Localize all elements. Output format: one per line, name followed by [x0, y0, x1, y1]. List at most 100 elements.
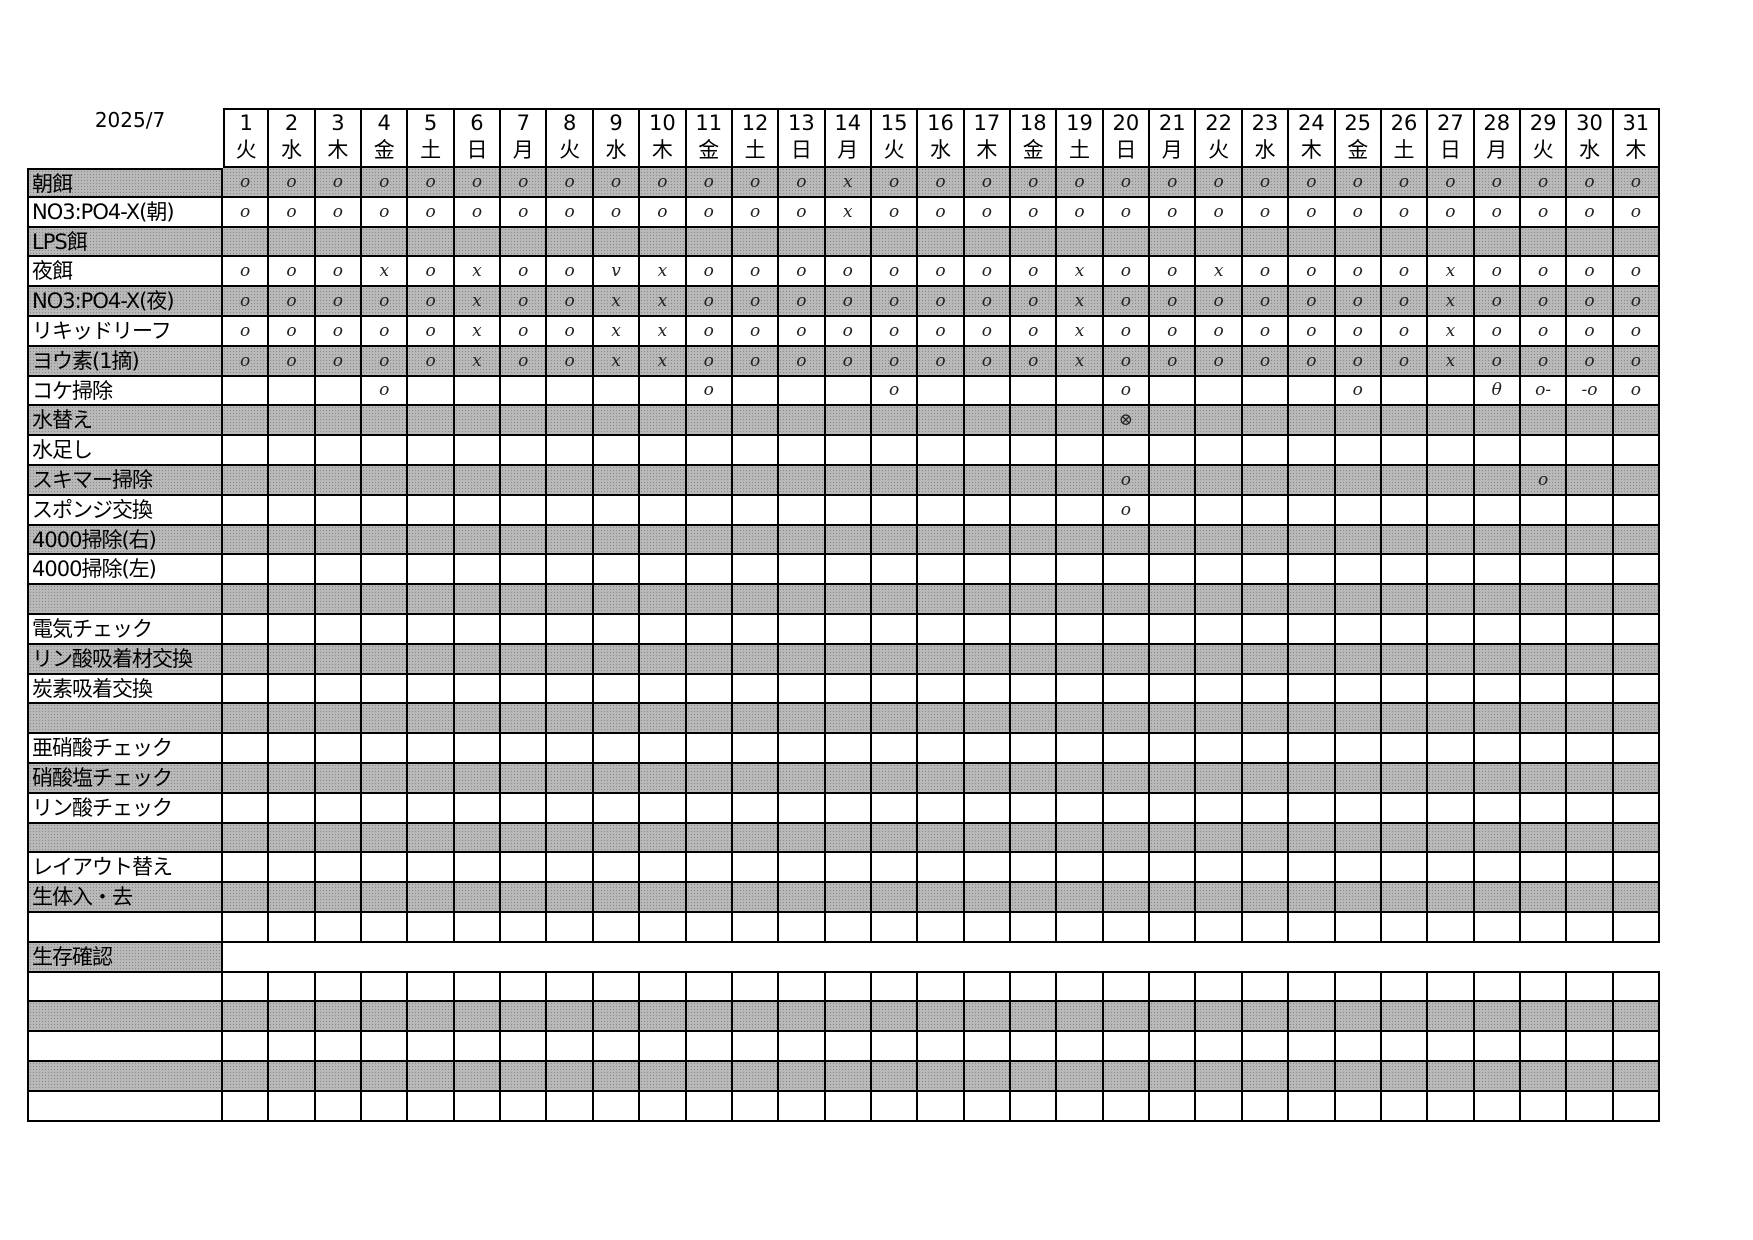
check-cell[interactable]	[871, 1062, 919, 1092]
check-cell[interactable]	[964, 823, 1012, 854]
check-cell[interactable]: o	[1567, 346, 1614, 377]
check-cell[interactable]	[964, 555, 1012, 586]
check-cell[interactable]	[1428, 1091, 1475, 1122]
check-cell[interactable]	[1428, 764, 1475, 794]
check-cell[interactable]	[732, 734, 780, 764]
check-cell[interactable]	[1520, 1002, 1568, 1033]
check-cell[interactable]	[362, 1002, 409, 1033]
check-cell[interactable]	[1103, 793, 1151, 824]
check-cell[interactable]	[1150, 227, 1197, 258]
check-cell[interactable]: o	[1196, 197, 1243, 228]
check-cell[interactable]	[779, 436, 826, 466]
check-cell[interactable]	[1335, 495, 1382, 526]
check-cell[interactable]	[547, 227, 594, 258]
check-cell[interactable]	[1150, 1002, 1197, 1033]
check-cell[interactable]: o	[686, 197, 733, 228]
check-cell[interactable]	[779, 823, 826, 854]
check-cell[interactable]	[1011, 972, 1058, 1003]
check-cell[interactable]	[732, 883, 780, 913]
check-cell[interactable]	[1150, 466, 1197, 496]
check-cell[interactable]	[1520, 555, 1568, 586]
check-cell[interactable]	[547, 1032, 594, 1062]
check-cell[interactable]	[1103, 853, 1151, 884]
check-cell[interactable]: o	[1196, 346, 1243, 377]
check-cell[interactable]	[1381, 823, 1429, 854]
check-cell[interactable]	[1011, 704, 1058, 735]
check-cell[interactable]	[1567, 495, 1614, 526]
check-cell[interactable]: o	[501, 168, 548, 198]
check-cell[interactable]	[1428, 1062, 1475, 1092]
check-cell[interactable]	[269, 644, 316, 675]
check-cell[interactable]	[454, 376, 502, 407]
check-cell[interactable]: o	[1242, 317, 1290, 347]
check-cell[interactable]: o	[918, 287, 965, 317]
check-cell[interactable]	[1289, 972, 1336, 1003]
check-cell[interactable]	[1196, 1062, 1243, 1092]
check-cell[interactable]	[408, 555, 455, 586]
check-cell[interactable]	[315, 1002, 363, 1033]
check-cell[interactable]	[1150, 555, 1197, 586]
check-cell[interactable]	[1520, 406, 1568, 437]
check-cell[interactable]	[1011, 555, 1058, 586]
check-cell[interactable]	[1011, 495, 1058, 526]
check-cell[interactable]	[686, 764, 733, 794]
check-cell[interactable]: o	[871, 168, 919, 198]
check-cell[interactable]	[223, 1062, 270, 1092]
check-cell[interactable]: o	[1103, 466, 1151, 496]
check-cell[interactable]	[269, 1002, 316, 1033]
check-cell[interactable]	[454, 1002, 502, 1033]
check-cell[interactable]	[1057, 406, 1104, 437]
check-cell[interactable]	[871, 883, 919, 913]
check-cell[interactable]	[1428, 555, 1475, 586]
check-cell[interactable]: o	[1335, 257, 1382, 288]
check-cell[interactable]: o	[362, 317, 409, 347]
check-cell[interactable]	[1474, 406, 1521, 437]
check-cell[interactable]	[1474, 585, 1521, 615]
check-cell[interactable]	[640, 1032, 687, 1062]
check-cell[interactable]	[1381, 1032, 1429, 1062]
check-cell[interactable]	[1289, 495, 1336, 526]
check-cell[interactable]	[640, 972, 687, 1003]
check-cell[interactable]: o	[1150, 257, 1197, 288]
check-cell[interactable]	[1335, 1032, 1382, 1062]
check-cell[interactable]	[593, 585, 641, 615]
check-cell[interactable]	[1011, 585, 1058, 615]
check-cell[interactable]	[269, 972, 316, 1003]
check-cell[interactable]	[1567, 227, 1614, 258]
check-cell[interactable]: o	[1613, 287, 1660, 317]
check-cell[interactable]	[732, 615, 780, 645]
check-cell[interactable]: o	[315, 257, 363, 288]
check-cell[interactable]	[1613, 764, 1660, 794]
check-cell[interactable]	[964, 495, 1012, 526]
check-cell[interactable]	[269, 585, 316, 615]
check-cell[interactable]: o	[732, 197, 780, 228]
check-cell[interactable]	[918, 853, 965, 884]
check-cell[interactable]	[1289, 1062, 1336, 1092]
check-cell[interactable]: o	[408, 317, 455, 347]
check-cell[interactable]	[1613, 436, 1660, 466]
check-cell[interactable]	[593, 466, 641, 496]
check-cell[interactable]: o	[408, 346, 455, 377]
check-cell[interactable]	[1057, 376, 1104, 407]
check-cell[interactable]	[1567, 793, 1614, 824]
check-cell[interactable]	[1289, 913, 1336, 943]
check-cell[interactable]	[1289, 1032, 1336, 1062]
check-cell[interactable]: o	[1613, 376, 1660, 407]
check-cell[interactable]	[1613, 555, 1660, 586]
check-cell[interactable]	[1474, 1091, 1521, 1122]
check-cell[interactable]	[223, 704, 270, 735]
check-cell[interactable]	[732, 1002, 780, 1033]
check-cell[interactable]	[779, 883, 826, 913]
check-cell[interactable]	[315, 555, 363, 586]
check-cell[interactable]: o	[1520, 168, 1568, 198]
check-cell[interactable]	[1613, 1062, 1660, 1092]
check-cell[interactable]: o	[315, 168, 363, 198]
check-cell[interactable]: x	[1057, 317, 1104, 347]
check-cell[interactable]: o	[871, 376, 919, 407]
check-cell[interactable]: o	[1150, 346, 1197, 377]
check-cell[interactable]: o	[1103, 495, 1151, 526]
check-cell[interactable]	[1150, 913, 1197, 943]
check-cell[interactable]: o	[1150, 287, 1197, 317]
check-cell[interactable]	[1613, 913, 1660, 943]
check-cell[interactable]	[964, 436, 1012, 466]
